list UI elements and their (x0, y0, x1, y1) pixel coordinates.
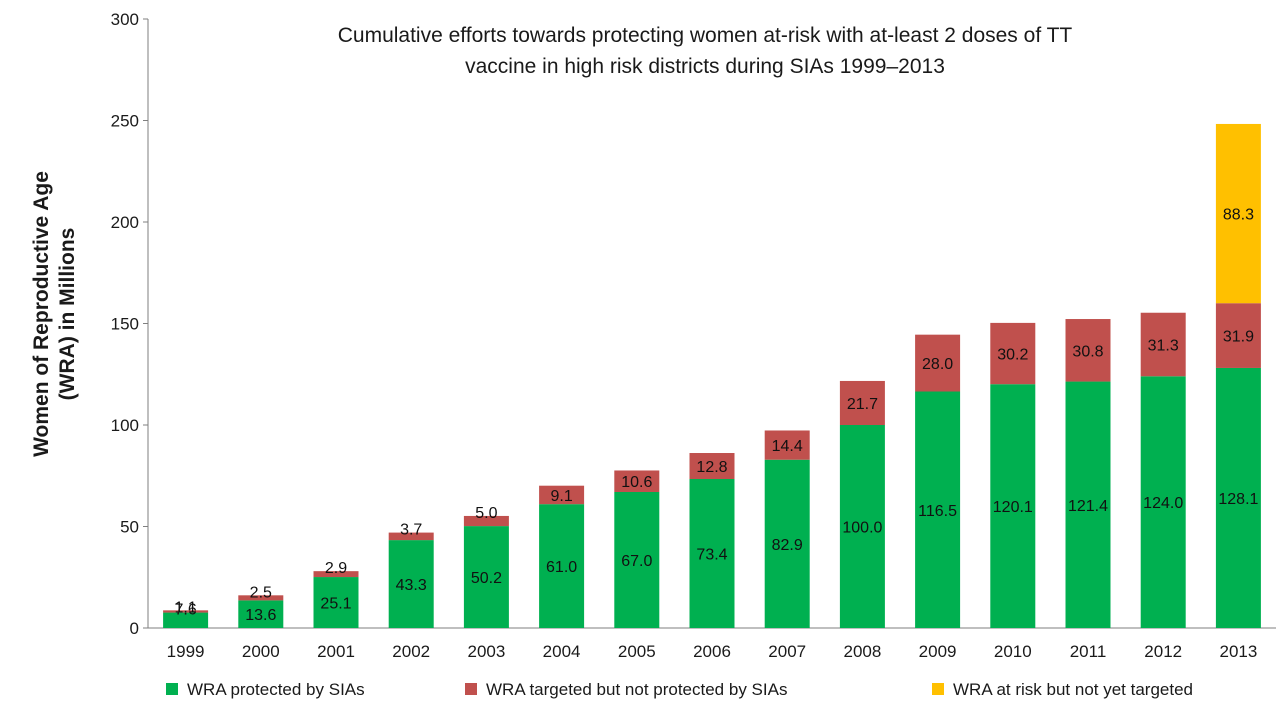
bar-segment (839, 425, 885, 628)
bar-segment (990, 322, 1036, 385)
bar-segment (163, 610, 209, 613)
data-label: 82.9 (772, 537, 803, 554)
bar-segment (1065, 381, 1111, 628)
data-label: 21.7 (847, 396, 878, 413)
x-tick-label: 2013 (1219, 642, 1257, 661)
bar-segment (915, 391, 961, 628)
legend-swatch (465, 683, 477, 695)
y-tick-label: 300 (111, 10, 139, 29)
data-label: 3.7 (400, 522, 422, 539)
data-label: 100.0 (842, 520, 882, 537)
data-label: 14.4 (772, 438, 803, 455)
bar-segment (163, 612, 209, 628)
data-label: 124.0 (1143, 495, 1183, 512)
data-label: 73.4 (696, 546, 727, 563)
data-label: 1.1 (174, 599, 196, 616)
bar-segment (313, 571, 359, 578)
data-label: 67.0 (621, 553, 652, 570)
bar-segment (1215, 123, 1261, 304)
x-tick-label: 2000 (242, 642, 280, 661)
bar-segment (539, 485, 585, 505)
y-tick-label: 0 (130, 619, 139, 638)
y-axis-label-line-2: (WRA) in Millions (56, 228, 79, 401)
data-label: 13.6 (245, 607, 276, 624)
data-label: 2.9 (325, 560, 347, 577)
x-tick-label: 2008 (843, 642, 881, 661)
data-label: 9.1 (550, 488, 572, 505)
x-tick-label: 2002 (392, 642, 430, 661)
legend-label: WRA protected by SIAs (187, 680, 365, 699)
bar-segment (463, 515, 509, 527)
x-tick-label: 2004 (543, 642, 581, 661)
chart-title-line-2: vaccine in high risk districts during SI… (465, 55, 945, 78)
data-label: 10.6 (621, 474, 652, 491)
x-tick-labels: 1999 2000 2001 2002 2003 2004 2005 2006 2007 2008… (167, 642, 1258, 661)
x-tick-label: 2009 (919, 642, 957, 661)
data-label: 50.2 (471, 570, 502, 587)
bar-segment (388, 532, 434, 541)
bar-segment (1140, 376, 1186, 628)
x-tick-label: 2003 (467, 642, 505, 661)
bar-segment (463, 526, 509, 628)
bar-segment (1215, 303, 1261, 368)
bar-segment (614, 491, 660, 628)
bar-segment (238, 595, 284, 601)
data-label: 2.5 (250, 584, 272, 601)
data-label: 28.0 (922, 356, 953, 373)
data-label: 128.1 (1218, 491, 1258, 508)
data-label: 7.6 (174, 602, 196, 619)
bar-segment (839, 380, 885, 425)
bar-segment (1065, 319, 1111, 382)
data-label: 61.0 (546, 559, 577, 576)
data-label: 25.1 (320, 596, 351, 613)
y-tick-label: 100 (111, 416, 139, 435)
data-label: 121.4 (1068, 498, 1108, 515)
y-axis-label-line-1: Women of Reproductive Age (30, 171, 53, 457)
data-label: 30.2 (997, 347, 1028, 364)
bar-segment (689, 478, 735, 628)
legend-label: WRA at risk but not yet targeted (953, 680, 1193, 699)
x-tick-label: 2006 (693, 642, 731, 661)
legend-swatch (932, 683, 944, 695)
bar-segment (764, 430, 810, 460)
x-tick-label: 2007 (768, 642, 806, 661)
data-label: 88.3 (1223, 207, 1254, 224)
bar-segment (915, 334, 961, 392)
bar-segment (990, 384, 1036, 628)
x-tick-label: 2005 (618, 642, 656, 661)
data-label: 31.3 (1148, 338, 1179, 355)
x-tick-label: 2001 (317, 642, 355, 661)
y-tick-label: 200 (111, 213, 139, 232)
y-tick-label: 150 (111, 315, 139, 334)
bar-segment (388, 540, 434, 628)
bar-segment (539, 504, 585, 628)
legend: WRA protected by SIAs WRA targeted but no… (166, 680, 1193, 699)
data-label: 5.0 (475, 505, 497, 522)
bar-segment (238, 600, 284, 628)
data-label: 30.8 (1072, 343, 1103, 360)
bar-segment (614, 470, 660, 492)
chart-title-line-1: Cumulative efforts towards protecting wo… (338, 24, 1073, 47)
y-tick-label: 50 (120, 518, 139, 537)
y-tick-label: 250 (111, 112, 139, 131)
data-label: 31.9 (1223, 329, 1254, 346)
bar-segment (689, 453, 735, 479)
data-label: 116.5 (918, 503, 957, 520)
data-label: 43.3 (396, 577, 427, 594)
data-label: 12.8 (696, 459, 727, 476)
legend-label: WRA targeted but not protected by SIAs (486, 680, 787, 699)
bar-segment (313, 577, 359, 628)
bars: 7.61.1 13.6 2.5 25.1 2.9 43.3 3.7 50.2 5.0 61.0 9.… (163, 123, 1261, 628)
x-tick-label: 1999 (167, 642, 205, 661)
data-label: 120.1 (993, 499, 1033, 516)
bar-segment (1215, 367, 1261, 628)
legend-swatch (166, 683, 178, 695)
x-tick-label: 2010 (994, 642, 1032, 661)
bar-segment (1140, 312, 1186, 377)
x-tick-label: 2011 (1070, 642, 1107, 661)
bar-segment (764, 459, 810, 628)
x-tick-label: 2012 (1144, 642, 1182, 661)
